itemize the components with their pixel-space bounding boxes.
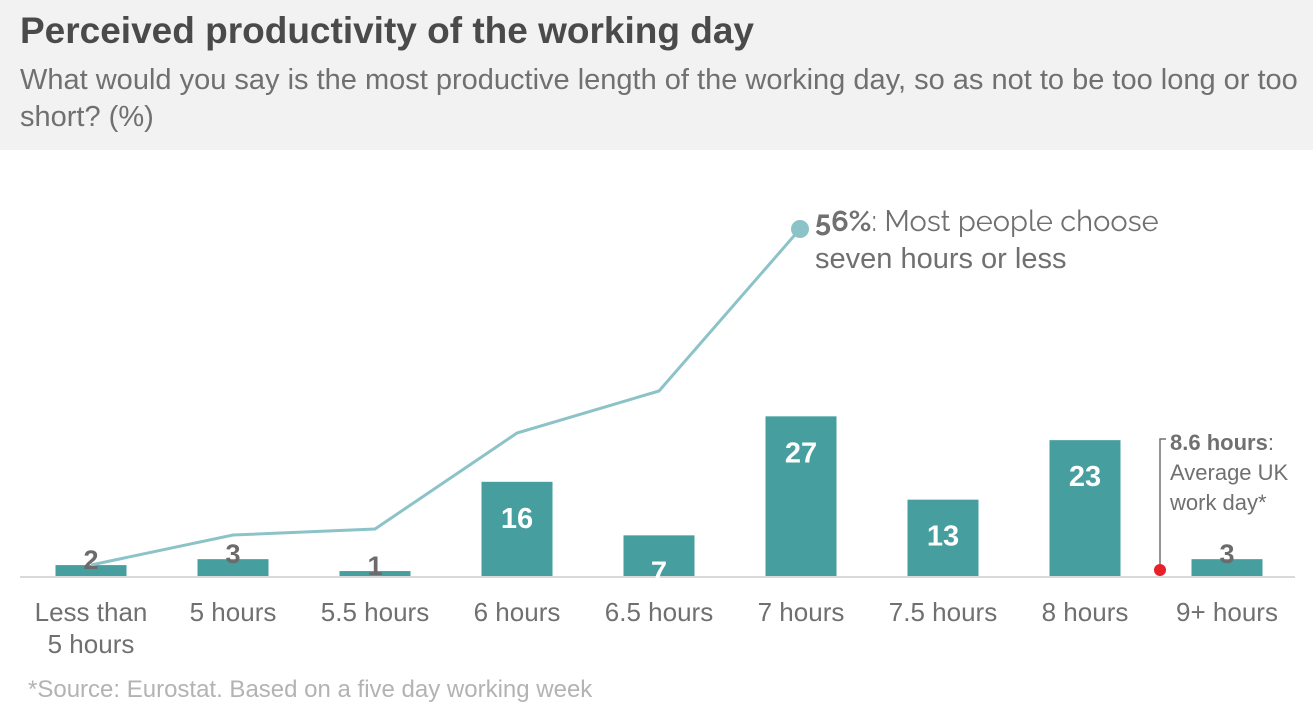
average-annotation-line3: work day* — [1169, 490, 1267, 515]
value-label-2: 3 — [225, 539, 240, 569]
category-label-2: 5 hours — [190, 597, 277, 627]
category-label-1-line-2: 5 hours — [48, 629, 135, 659]
source-footnote: *Source: Eurostat. Based on a five day w… — [28, 676, 593, 703]
average-annotation-line1: 8.6 hours: — [1170, 430, 1274, 455]
value-label-4: 16 — [501, 503, 533, 535]
bars-group — [55, 416, 1263, 577]
average-annotation-colon: : — [1268, 430, 1274, 455]
category-label-1-line-1: Less than — [35, 597, 148, 627]
average-marker — [1154, 564, 1166, 576]
bar-8 — [1049, 440, 1121, 577]
value-label-6: 27 — [785, 437, 817, 469]
value-label-5: 7 — [651, 556, 667, 588]
cumulative-line-group — [90, 220, 809, 567]
value-label-7: 13 — [927, 521, 959, 553]
cumulative-annotation-value: 56% — [815, 204, 871, 238]
chart-title: Perceived productivity of the working da… — [20, 10, 755, 51]
category-label-8: 8 hours — [1042, 597, 1129, 627]
cumulative-annotation-text: : Most people choose — [871, 204, 1158, 238]
value-label-1: 2 — [83, 545, 98, 575]
bar-6 — [765, 416, 837, 577]
category-label-9: 9+ hours — [1176, 597, 1278, 627]
cumulative-line — [90, 228, 802, 567]
category-label-3: 5.5 hours — [321, 597, 429, 627]
bar-5 — [623, 535, 695, 577]
value-label-8: 23 — [1069, 461, 1101, 493]
value-label-3: 1 — [367, 551, 382, 581]
average-bracket — [1159, 438, 1166, 567]
bar-3 — [339, 571, 411, 577]
category-label-5: 6.5 hours — [605, 597, 713, 627]
category-label-4: 6 hours — [474, 597, 561, 627]
average-annotation-line2: Average UK — [1170, 460, 1289, 485]
cumulative-annotation-line1: 56%: Most people choose — [815, 204, 1159, 238]
chart-subtitle: What would you say is the most productiv… — [20, 64, 1298, 133]
bar-9 — [1191, 559, 1263, 577]
bar-4 — [481, 481, 553, 577]
bar-2 — [197, 559, 269, 577]
value-label-9: 3 — [1219, 539, 1234, 569]
cumulative-annotation-line2: seven hours or less — [815, 243, 1066, 275]
cumulative-line-end-point — [791, 220, 809, 238]
category-label-7: 7.5 hours — [889, 597, 997, 627]
average-annotation-value: 8.6 hours — [1170, 430, 1268, 455]
header-band — [0, 0, 1313, 150]
bar-7 — [907, 499, 979, 577]
bar-1 — [55, 565, 127, 577]
category-label-6: 7 hours — [758, 597, 845, 627]
